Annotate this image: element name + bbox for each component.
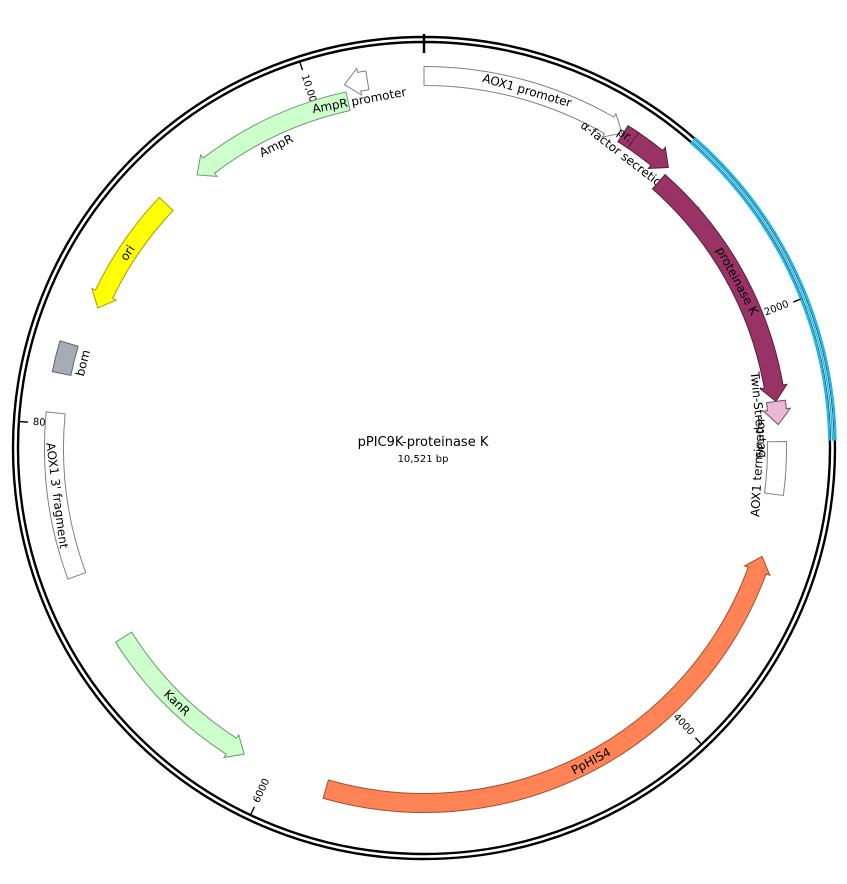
selection-highlight (689, 136, 837, 441)
tick-label: 2000 (763, 299, 791, 319)
tick-mark (792, 298, 801, 303)
feature-pphis4: PpHIS4 (322, 555, 771, 813)
aox1-terminator-shape (763, 440, 787, 496)
ori-shape (91, 196, 174, 309)
tick-mark (299, 62, 304, 71)
center-title: pPIC9K-proteinase K 10,521 bp (358, 435, 489, 465)
plasmid-backbone (11, 34, 837, 861)
tick-label: 6000 (251, 777, 272, 805)
bom-shape (51, 340, 79, 377)
tick-label: 4000 (671, 712, 696, 738)
tick-mark (694, 737, 702, 745)
twin-strep-tag-shape (762, 399, 792, 426)
aox1-3-fragment-shape (44, 411, 87, 580)
ampr-promoter-shape (343, 67, 370, 96)
highlight-arc (689, 141, 831, 441)
feature-ampr: AmpR (196, 91, 351, 177)
highlight-arc (693, 136, 837, 441)
feature-ori: ori (91, 196, 174, 309)
alpha-factor-signal-shape (627, 131, 669, 169)
feature-aox1-3-fragment: AOX1 3' fragment (43, 411, 87, 580)
plasmid-name: pPIC9K-proteinase K (358, 435, 489, 450)
feature-aox1-terminator: AOX1 terminator (748, 416, 787, 517)
proteinase-k-shape (651, 173, 788, 403)
ampr-shape (196, 91, 351, 177)
highlight-arc (691, 139, 834, 441)
kanr-shape (114, 631, 245, 759)
aox1-terminator-label: AOX1 terminator (748, 416, 768, 517)
tick-mark (19, 420, 28, 423)
tick-mark (250, 806, 255, 815)
pphis4-shape (322, 555, 771, 813)
feature-ampr-promoter: AmpR promoter (311, 67, 407, 116)
proteinase-k-label: proteinase K (713, 244, 761, 318)
aox1-promoter-shape (423, 65, 623, 138)
bom-label: bom (73, 348, 93, 377)
feature-bom: bom (51, 340, 93, 378)
plasmid-length: 10,521 bp (398, 454, 449, 465)
feature-proteinase-k: proteinase K (651, 173, 788, 403)
